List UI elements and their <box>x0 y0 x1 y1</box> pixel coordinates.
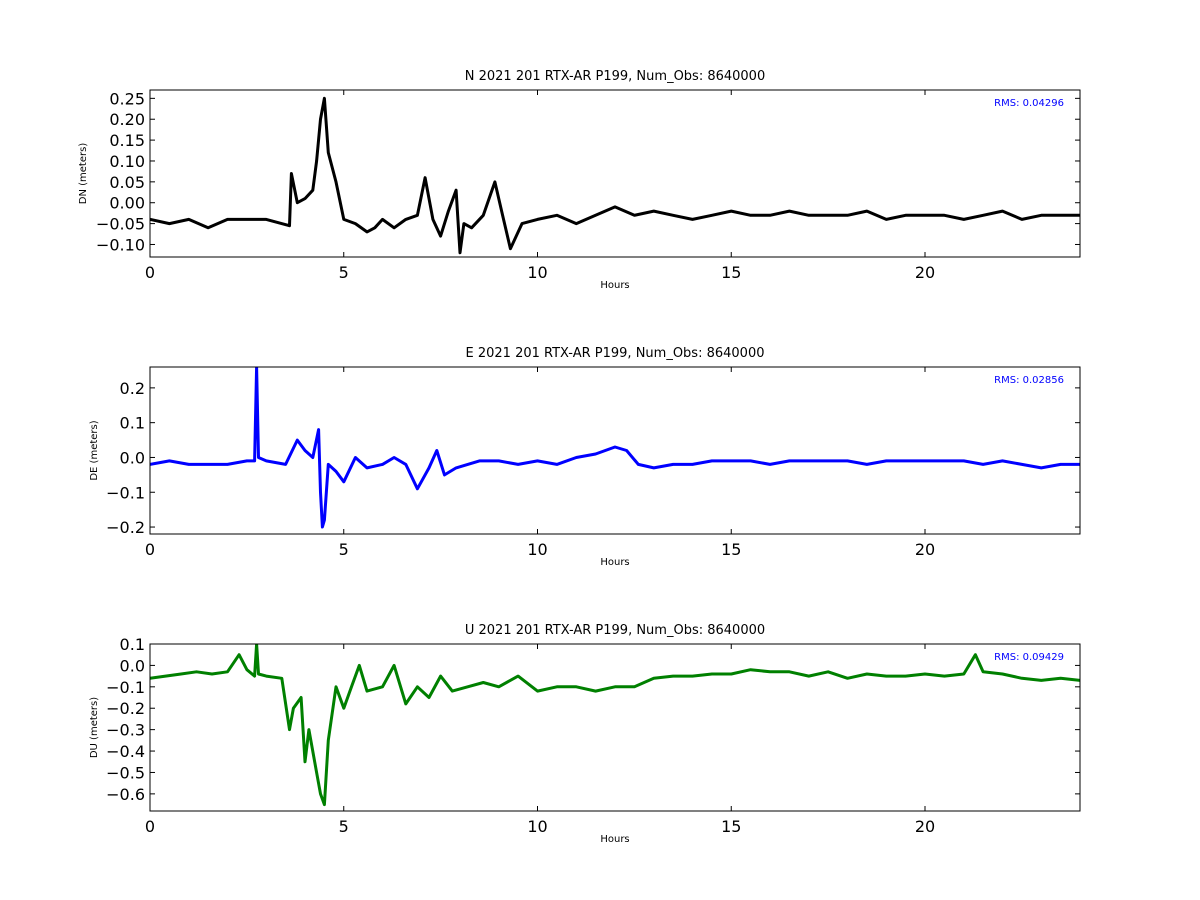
up-y-axis-label: DU (meters) <box>89 697 100 758</box>
up-x-tick-label: 20 <box>915 817 935 836</box>
up-series-line <box>150 644 1080 807</box>
east-x-tick-label: 10 <box>527 540 547 559</box>
north-y-tick-label: 0.00 <box>109 194 145 213</box>
north-plot-frame <box>149 89 1081 258</box>
up-x-tick-label: 15 <box>721 817 741 836</box>
east-chart-title: E 2021 201 RTX-AR P199, Num_Obs: 8640000 <box>466 346 765 361</box>
up-chart: 0 5 10 15 20 −0.6 −0.5 −0.4 −0.3 −0.2 −0.1 0.0 0.1 U … <box>89 623 1081 845</box>
up-y-tick-label: −0.1 <box>106 678 145 697</box>
east-y-tick-label: −0.1 <box>106 483 145 502</box>
north-y-tick-label: 0.20 <box>109 110 145 129</box>
east-y-tick-label: 0.0 <box>120 448 145 467</box>
east-y-axis-label: DE (meters) <box>89 420 100 480</box>
north-y-tick-label: −0.05 <box>96 215 145 234</box>
north-x-axis-label: Hours <box>600 280 629 291</box>
up-y-tick-label: −0.2 <box>106 699 145 718</box>
east-y-tick-label: −0.2 <box>106 518 145 537</box>
north-x-tick-label: 0 <box>145 263 155 282</box>
up-plot-frame <box>149 643 1081 812</box>
north-y-tick-label: 0.25 <box>109 89 145 108</box>
north-x-tick-label: 10 <box>527 263 547 282</box>
north-series-line <box>150 96 1080 255</box>
north-x-tick-label: 5 <box>339 263 349 282</box>
up-x-axis-label: Hours <box>600 834 629 845</box>
north-y-tick-label: −0.10 <box>96 235 145 254</box>
east-series-line <box>150 367 1080 529</box>
up-y-tick-label: −0.3 <box>106 721 145 740</box>
north-y-tick-label: 0.15 <box>109 131 145 150</box>
north-y-tick-label: 0.05 <box>109 173 145 192</box>
east-rms-annotation: RMS: 0.02856 <box>994 375 1064 386</box>
east-y-tick-label: 0.1 <box>120 414 145 433</box>
east-chart: 0 5 10 15 20 −0.2 −0.1 0.0 0.1 0.2 E 2021 201 RTX-… <box>89 346 1081 568</box>
up-x-tick-label: 5 <box>339 817 349 836</box>
north-x-tick-label: 20 <box>915 263 935 282</box>
north-y-axis-label: DN (meters) <box>78 143 89 205</box>
east-x-tick-label: 20 <box>915 540 935 559</box>
east-plot-frame <box>149 366 1081 535</box>
up-y-tick-label: −0.6 <box>106 785 145 804</box>
east-x-tick-label: 5 <box>339 540 349 559</box>
east-y-tick-label: 0.2 <box>120 379 145 398</box>
north-x-tick-label: 15 <box>721 263 741 282</box>
up-x-tick-label: 10 <box>527 817 547 836</box>
east-x-tick-label: 0 <box>145 540 155 559</box>
up-y-tick-label: 0.0 <box>120 656 145 675</box>
up-rms-annotation: RMS: 0.09429 <box>994 652 1064 663</box>
up-y-tick-label: −0.5 <box>106 763 145 782</box>
east-x-tick-label: 15 <box>721 540 741 559</box>
north-y-tick-label: 0.10 <box>109 152 145 171</box>
east-x-axis-label: Hours <box>600 557 629 568</box>
up-y-tick-label: 0.1 <box>120 635 145 654</box>
up-x-tick-label: 0 <box>145 817 155 836</box>
up-y-tick-label: −0.4 <box>106 742 145 761</box>
north-rms-annotation: RMS: 0.04296 <box>994 98 1064 109</box>
north-chart: 0 5 10 15 20 −0.10−0.05 0.00 0.05 0.10 0.15 0.20 0.… <box>78 69 1081 291</box>
up-chart-title: U 2021 201 RTX-AR P199, Num_Obs: 8640000 <box>465 623 765 638</box>
north-chart-title: N 2021 201 RTX-AR P199, Num_Obs: 8640000 <box>465 69 765 84</box>
